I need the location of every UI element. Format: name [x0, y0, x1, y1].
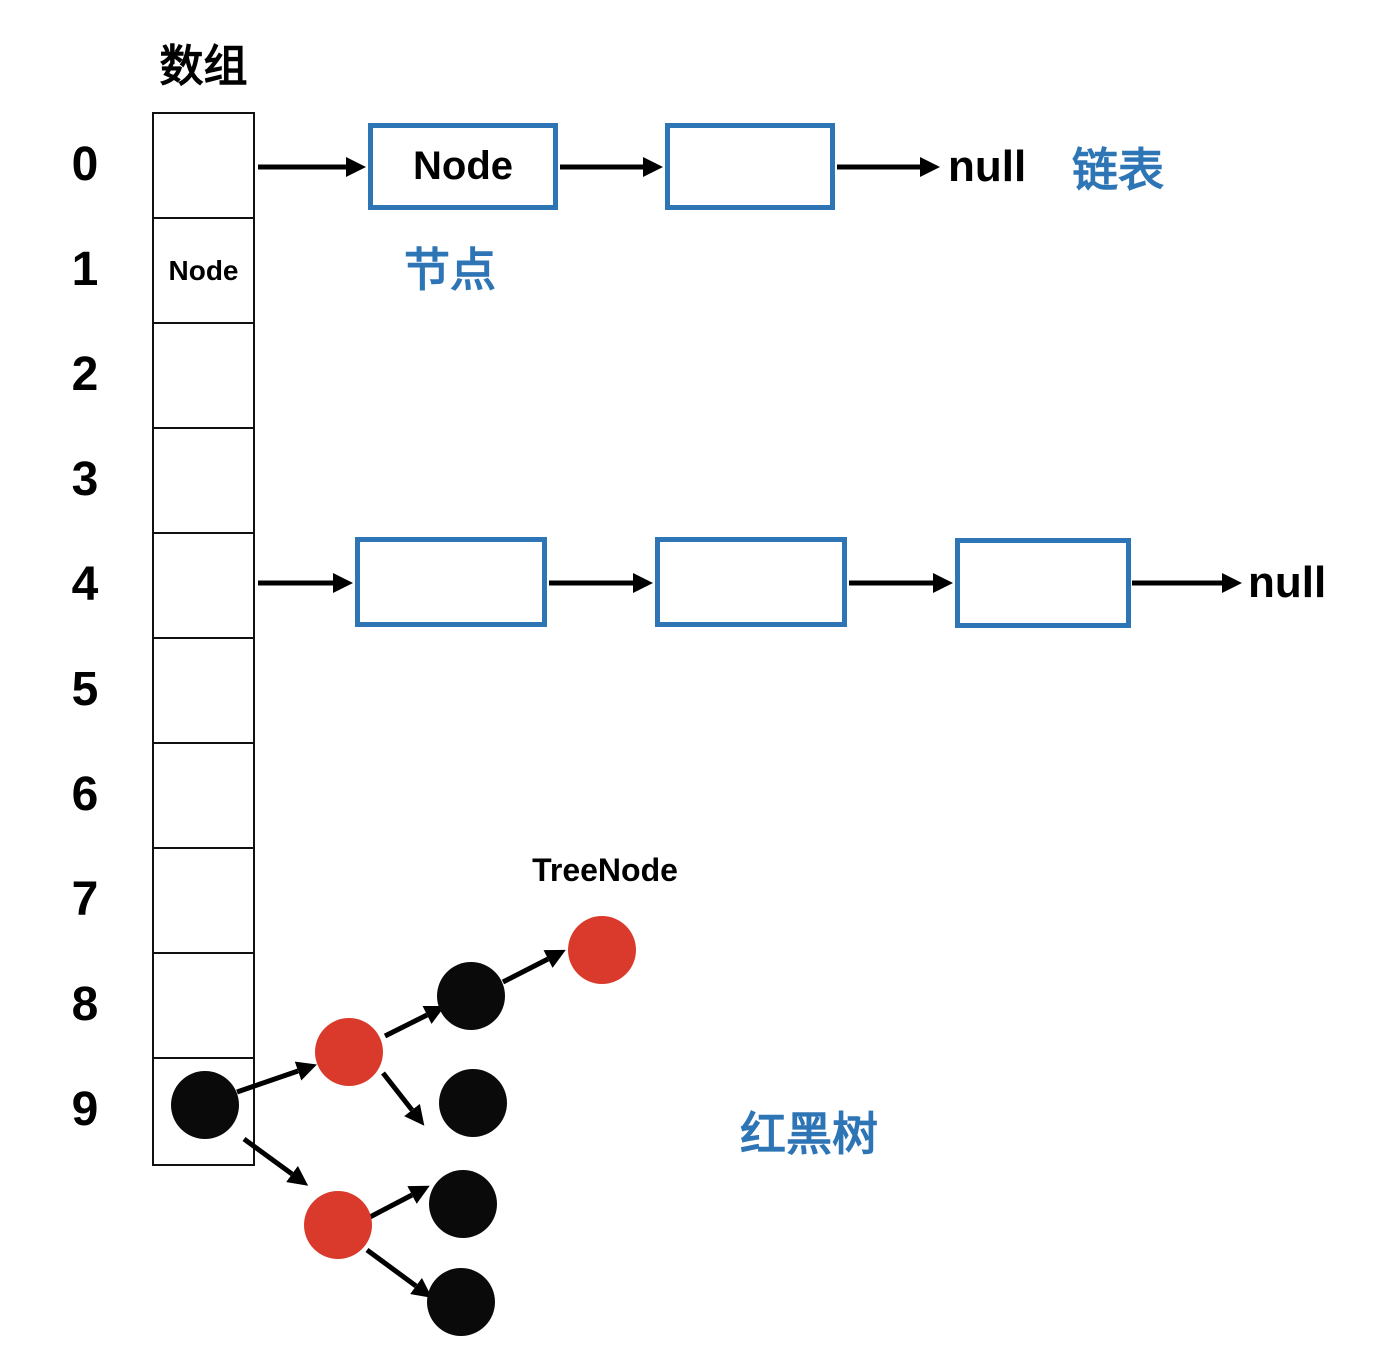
tree-node-treenode-red — [568, 916, 636, 984]
bucket0-null-label: null — [948, 141, 1027, 191]
tree-node-lower-upper-black — [429, 1170, 497, 1238]
array-index-5: 5 — [71, 663, 99, 716]
tree-node-upper-black — [437, 962, 505, 1030]
array-index-8: 8 — [71, 978, 99, 1031]
bucket4-null-label: null — [1248, 558, 1327, 607]
array-cell-5 — [154, 639, 253, 744]
node-caption: 节点 — [404, 244, 496, 296]
array-index-1: 1 — [71, 243, 99, 296]
bucket-array: Node — [152, 112, 255, 1166]
array-index-6: 6 — [71, 768, 99, 821]
bucket0-node-box-2 — [665, 123, 835, 210]
array-cell-1: Node — [154, 219, 253, 324]
red-black-tree-caption: 红黑树 — [740, 1108, 878, 1160]
array-cell-7 — [154, 849, 253, 954]
treenode-label: TreeNode — [532, 852, 678, 888]
array-cell-6 — [154, 744, 253, 849]
array-cell-0 — [154, 114, 253, 219]
array-title: 数组 — [159, 42, 248, 91]
tree-node-middle-black — [439, 1069, 507, 1137]
tree-node-lower-lower-black — [427, 1268, 495, 1336]
arrow-upper-red-to-upper-black — [383, 1006, 445, 1039]
array-cell-2 — [154, 324, 253, 429]
tree-node-upper-red — [315, 1018, 383, 1086]
bucket4-node-box-3 — [955, 538, 1131, 628]
array-index-7: 7 — [71, 873, 99, 926]
arrow-upper-red-to-middle-black — [381, 1071, 425, 1126]
array-index-0: 0 — [71, 138, 99, 191]
bucket0-node-box-1: Node — [368, 123, 558, 210]
arrow-upper-black-to-treenode-red — [501, 949, 566, 985]
bucket4-node-box-2 — [655, 537, 847, 627]
array-cell-8 — [154, 954, 253, 1059]
array-index-9: 9 — [71, 1083, 99, 1136]
array-cell-3 — [154, 429, 253, 534]
array-index-2: 2 — [71, 348, 99, 401]
array-index-3: 3 — [71, 453, 99, 506]
tree-node-lower-red — [304, 1191, 372, 1259]
arrow-lower-red-to-upper-black — [368, 1185, 430, 1220]
array-cell-4 — [154, 534, 253, 639]
array-index-4: 4 — [71, 558, 99, 611]
bucket4-node-box-1 — [355, 537, 547, 627]
arrow-lower-red-to-lower-black — [365, 1247, 433, 1298]
array-cell-9 — [154, 1059, 253, 1164]
linked-list-caption: 链表 — [1072, 143, 1164, 196]
